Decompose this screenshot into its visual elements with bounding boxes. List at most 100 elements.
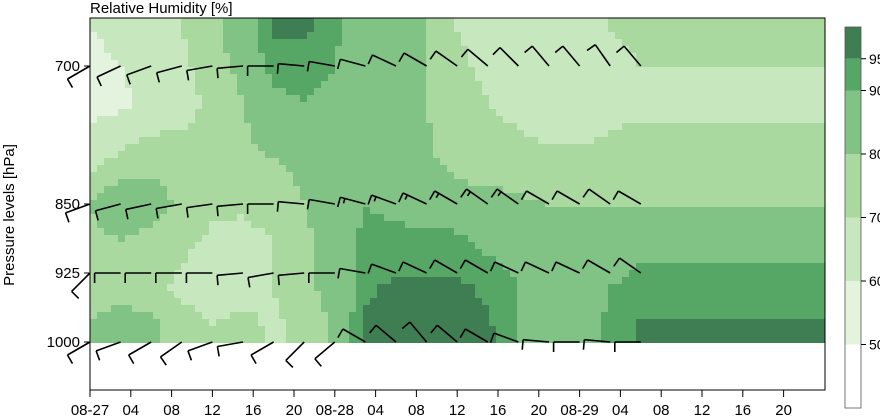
field-cell [90, 18, 98, 26]
field-cell [783, 284, 791, 292]
field-cell [230, 193, 238, 201]
field-cell [748, 179, 756, 187]
field-cell [118, 277, 126, 285]
field-cell [818, 235, 825, 243]
field-cell [335, 123, 343, 131]
field-cell [258, 207, 266, 215]
field-cell [230, 333, 238, 341]
field-cell [160, 326, 168, 334]
field-cell [552, 326, 560, 334]
field-cell [328, 137, 336, 145]
field-cell [797, 25, 805, 33]
field-cell [608, 144, 616, 152]
field-cell [797, 81, 805, 89]
field-cell [132, 137, 140, 145]
field-cell [104, 67, 112, 75]
field-cell [643, 242, 651, 250]
field-cell [811, 165, 819, 173]
field-cell [804, 235, 812, 243]
field-cell [160, 242, 168, 250]
field-cell [475, 319, 483, 327]
field-cell [412, 60, 420, 68]
field-cell [559, 186, 567, 194]
field-cell [489, 242, 497, 250]
field-cell [307, 340, 315, 343]
field-cell [412, 102, 420, 110]
field-cell [265, 144, 273, 152]
field-cell [202, 235, 210, 243]
field-cell [118, 123, 126, 131]
field-cell [804, 39, 812, 47]
field-cell [706, 130, 714, 138]
field-cell [629, 284, 637, 292]
field-cell [342, 305, 350, 313]
field-cell [510, 228, 518, 236]
field-cell [811, 95, 819, 103]
field-cell [300, 116, 308, 124]
field-cell [790, 102, 798, 110]
field-cell [573, 151, 581, 159]
field-cell [195, 249, 203, 257]
field-cell [447, 123, 455, 131]
field-cell [804, 207, 812, 215]
field-cell [146, 123, 154, 131]
field-cell [286, 179, 294, 187]
field-cell [734, 144, 742, 152]
field-cell [699, 18, 707, 26]
field-cell [440, 165, 448, 173]
field-cell [216, 109, 224, 117]
field-cell [636, 186, 644, 194]
field-cell [706, 39, 714, 47]
field-cell [349, 102, 357, 110]
field-cell [783, 207, 791, 215]
field-cell [440, 25, 448, 33]
field-cell [510, 39, 518, 47]
field-cell [272, 109, 280, 117]
field-cell [195, 193, 203, 201]
field-cell [391, 144, 399, 152]
field-cell [790, 242, 798, 250]
field-cell [811, 291, 819, 299]
field-cell [139, 81, 147, 89]
field-cell [237, 333, 245, 341]
field-cell [601, 25, 609, 33]
field-cell [237, 235, 245, 243]
field-cell [146, 116, 154, 124]
field-cell [307, 18, 315, 26]
field-cell [769, 95, 777, 103]
field-cell [97, 221, 105, 229]
field-cell [517, 18, 525, 26]
field-cell [678, 39, 686, 47]
field-cell [132, 312, 140, 320]
field-cell [174, 158, 182, 166]
field-cell [272, 256, 280, 264]
field-cell [405, 305, 413, 313]
field-cell [258, 130, 266, 138]
field-cell [762, 151, 770, 159]
field-cell [377, 67, 385, 75]
field-cell [251, 207, 259, 215]
field-cell [146, 242, 154, 250]
field-cell [587, 333, 595, 341]
field-cell [146, 25, 154, 33]
field-cell [776, 193, 784, 201]
field-cell [97, 60, 105, 68]
field-cell [139, 88, 147, 96]
field-cell [412, 186, 420, 194]
field-cell [118, 249, 126, 257]
field-cell [587, 172, 595, 180]
field-cell [174, 60, 182, 68]
field-cell [426, 109, 434, 117]
field-cell [419, 263, 427, 271]
field-cell [356, 25, 364, 33]
field-cell [174, 116, 182, 124]
field-cell [496, 333, 504, 341]
field-cell [748, 235, 756, 243]
field-cell [398, 165, 406, 173]
field-cell [713, 179, 721, 187]
field-cell [790, 179, 798, 187]
field-cell [524, 200, 532, 208]
field-cell [741, 242, 749, 250]
field-cell [342, 221, 350, 229]
